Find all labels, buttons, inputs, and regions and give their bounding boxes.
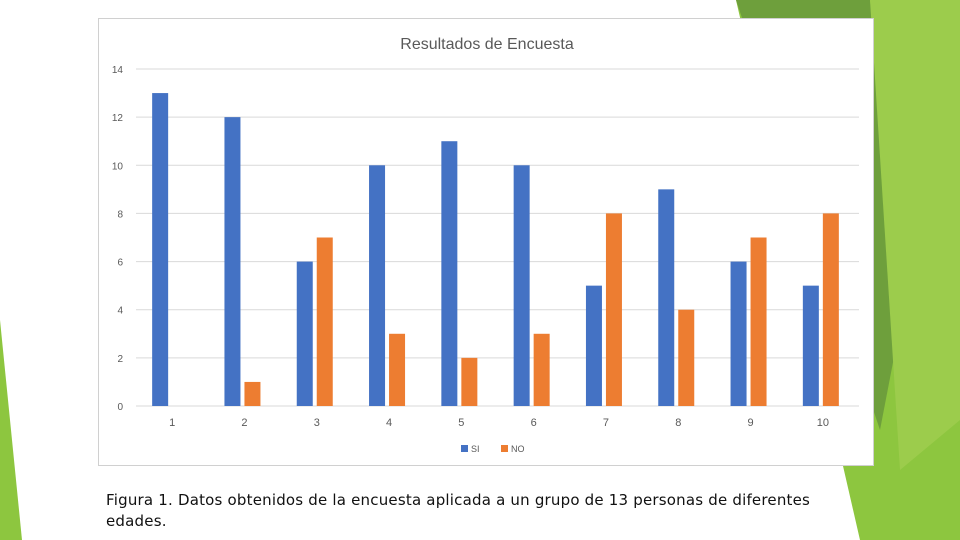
y-tick-label: 4 (117, 306, 123, 317)
bar-no-6 (533, 333, 550, 406)
legend-label-si: SI (471, 444, 480, 454)
bar-si-7 (585, 285, 602, 406)
right-light-green-shape (870, 0, 960, 470)
bar-si-9 (730, 261, 747, 406)
bar-no-9 (750, 237, 767, 406)
chart-title: Resultados de Encuesta (400, 36, 574, 53)
bar-no-4 (389, 333, 406, 406)
bar-no-3 (316, 237, 333, 406)
bar-no-8 (678, 309, 695, 406)
bar-no-2 (244, 381, 261, 406)
bar-no-5 (461, 357, 478, 406)
legend-label-no: NO (511, 444, 525, 454)
x-tick-label: 5 (458, 417, 464, 429)
bar-si-1 (152, 93, 169, 407)
figure-caption: Figura 1. Datos obtenidos de la encuesta… (106, 491, 811, 530)
bar-no-10 (822, 213, 839, 406)
y-tick-label: 14 (112, 65, 124, 76)
bar-no-7 (605, 213, 622, 406)
x-axis-ticks: 1 2 3 4 5 6 7 8 9 10 (169, 417, 829, 429)
x-tick-label: 10 (817, 417, 829, 429)
x-tick-label: 8 (675, 417, 681, 429)
x-tick-label: 1 (169, 417, 175, 429)
x-tick-label: 4 (386, 417, 392, 429)
x-tick-label: 3 (314, 417, 320, 429)
y-tick-label: 2 (117, 354, 123, 365)
x-tick-label: 9 (747, 417, 753, 429)
bars (152, 93, 839, 407)
bar-si-4 (369, 165, 386, 406)
bar-si-2 (224, 117, 241, 407)
legend-swatch-no (501, 445, 508, 452)
y-tick-label: 10 (112, 161, 124, 172)
y-tick-label: 6 (117, 258, 123, 269)
y-tick-label: 8 (117, 209, 123, 220)
legend: SI NO (461, 444, 525, 454)
bar-si-10 (802, 285, 819, 406)
y-tick-label: 12 (112, 113, 124, 124)
bar-si-6 (513, 165, 530, 406)
x-tick-label: 7 (603, 417, 609, 429)
bar-si-5 (441, 141, 458, 406)
y-tick-label: 0 (117, 402, 123, 413)
y-axis-ticks: 0 2 4 6 8 10 12 14 (112, 65, 124, 413)
bar-si-8 (658, 189, 675, 406)
bar-si-3 (296, 261, 313, 406)
x-tick-label: 6 (531, 417, 537, 429)
left-green-sliver (0, 320, 22, 540)
x-tick-label: 2 (241, 417, 247, 429)
legend-swatch-si (461, 445, 468, 452)
